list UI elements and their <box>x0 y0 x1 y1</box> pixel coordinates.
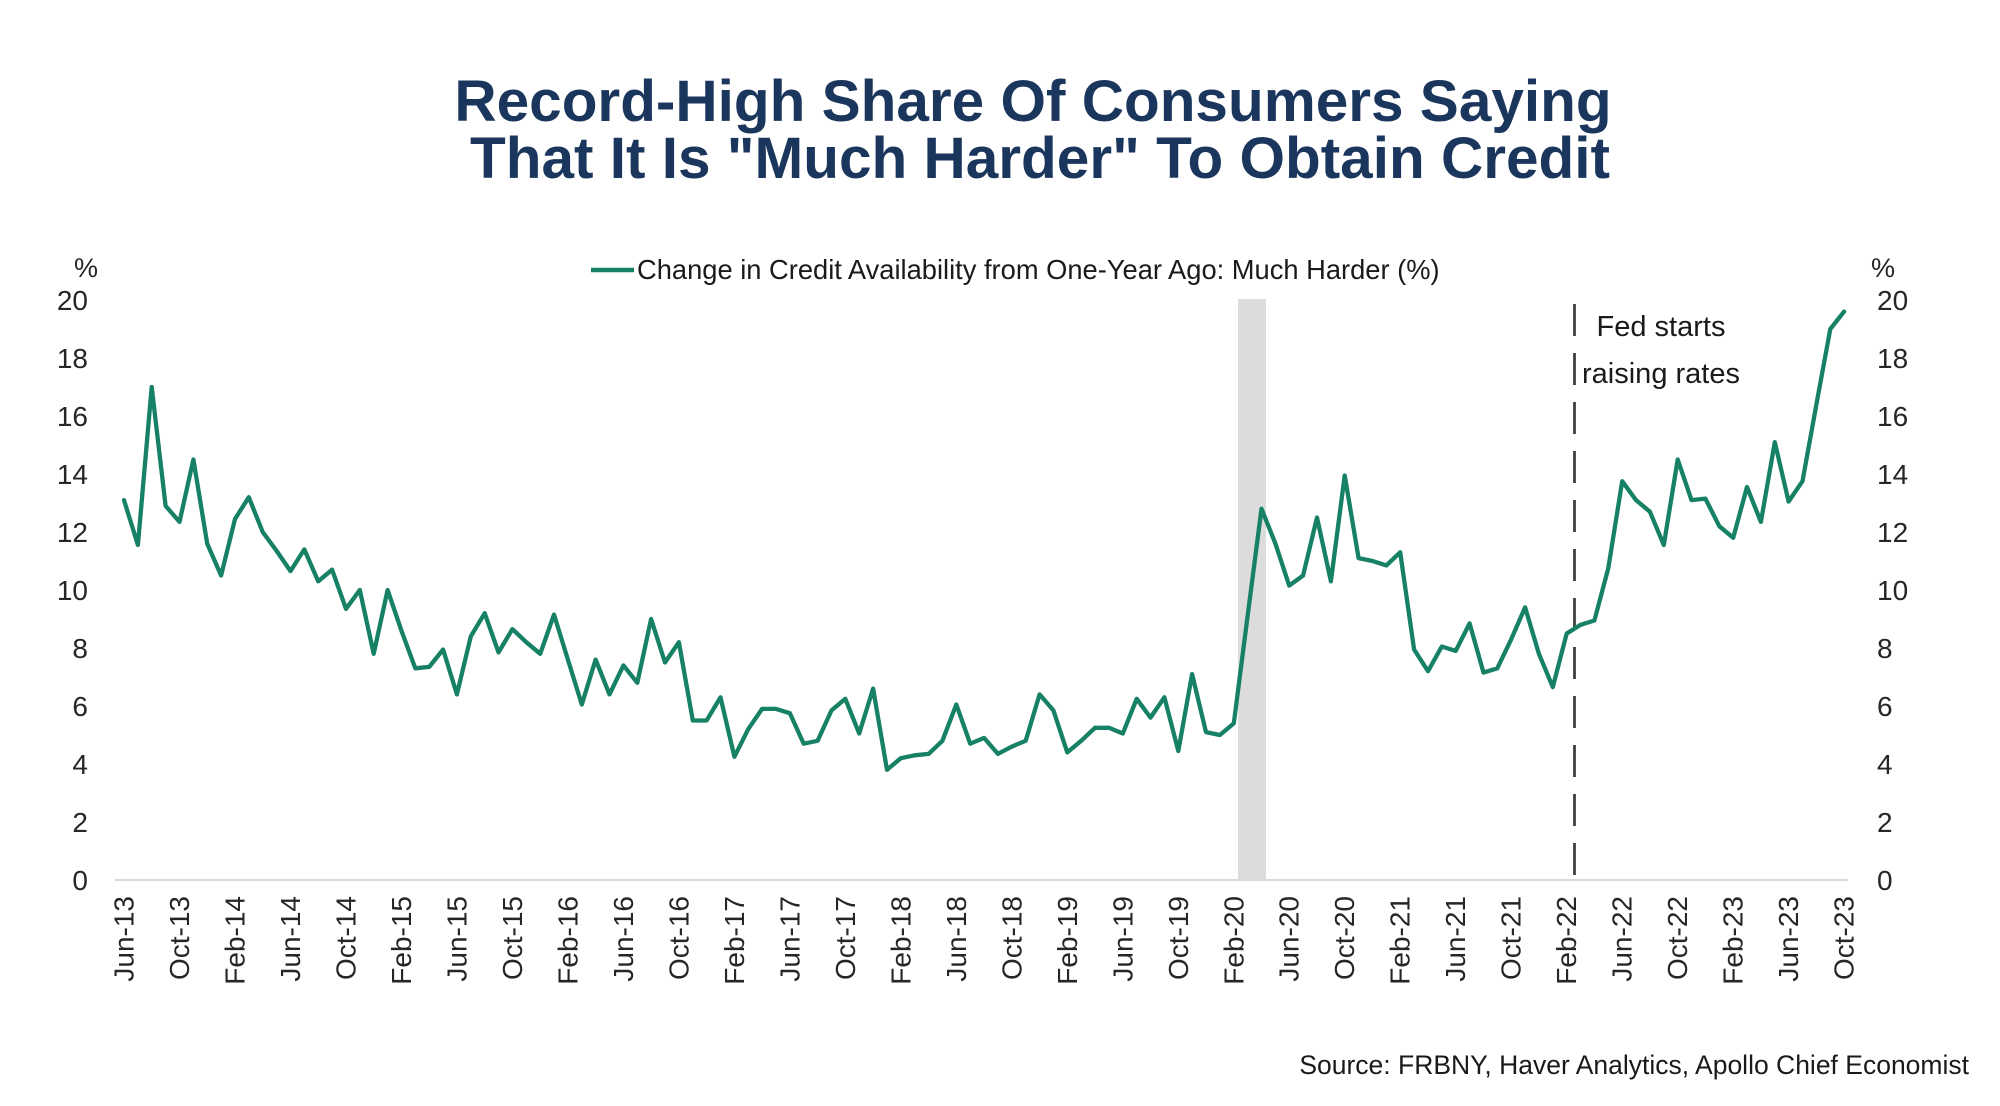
svg-text:Feb-15: Feb-15 <box>386 896 417 985</box>
svg-text:Change in Credit Availability: Change in Credit Availability from One-Y… <box>637 254 1440 285</box>
svg-text:12: 12 <box>57 517 88 548</box>
svg-text:20: 20 <box>1877 285 1908 316</box>
svg-text:10: 10 <box>57 575 88 606</box>
svg-text:Fed starts: Fed starts <box>1597 311 1726 343</box>
svg-text:2: 2 <box>1877 807 1893 838</box>
svg-text:Feb-23: Feb-23 <box>1718 896 1749 985</box>
svg-text:Oct-14: Oct-14 <box>331 896 362 980</box>
svg-text:14: 14 <box>1877 459 1908 490</box>
svg-text:Jun-14: Jun-14 <box>275 896 306 982</box>
svg-text:Feb-16: Feb-16 <box>552 896 583 985</box>
svg-text:Jun-22: Jun-22 <box>1607 896 1638 982</box>
svg-text:Jun-17: Jun-17 <box>774 896 805 982</box>
svg-text:Oct-22: Oct-22 <box>1662 896 1693 980</box>
svg-text:Jun-19: Jun-19 <box>1107 896 1138 982</box>
svg-text:Oct-15: Oct-15 <box>497 896 528 980</box>
svg-text:Feb-18: Feb-18 <box>885 896 916 985</box>
svg-text:Feb-14: Feb-14 <box>220 896 251 985</box>
svg-text:Jun-21: Jun-21 <box>1440 896 1471 982</box>
svg-text:2: 2 <box>72 807 88 838</box>
svg-text:Oct-16: Oct-16 <box>663 896 694 980</box>
svg-text:That It Is "Much Harder" To Ob: That It Is "Much Harder" To Obtain Credi… <box>470 126 1610 191</box>
svg-text:Oct-21: Oct-21 <box>1496 896 1527 980</box>
svg-text:Jun-13: Jun-13 <box>109 896 140 982</box>
svg-text:0: 0 <box>1877 865 1893 896</box>
svg-text:14: 14 <box>57 459 88 490</box>
svg-text:0: 0 <box>72 865 88 896</box>
svg-text:Jun-23: Jun-23 <box>1773 896 1804 982</box>
svg-text:Jun-16: Jun-16 <box>608 896 639 982</box>
svg-text:6: 6 <box>1877 691 1893 722</box>
svg-text:10: 10 <box>1877 575 1908 606</box>
svg-text:Feb-19: Feb-19 <box>1052 896 1083 985</box>
svg-text:Jun-18: Jun-18 <box>941 896 972 982</box>
svg-text:8: 8 <box>72 633 88 664</box>
svg-text:16: 16 <box>57 401 88 432</box>
svg-text:Oct-19: Oct-19 <box>1163 896 1194 980</box>
svg-text:Jun-15: Jun-15 <box>441 896 472 982</box>
svg-text:Oct-17: Oct-17 <box>830 896 861 980</box>
svg-text:Feb-17: Feb-17 <box>719 896 750 985</box>
svg-text:18: 18 <box>1877 343 1908 374</box>
svg-text:Feb-21: Feb-21 <box>1385 896 1416 985</box>
svg-text:raising rates: raising rates <box>1582 358 1740 390</box>
svg-text:Source: FRBNY, Haver Analytics: Source: FRBNY, Haver Analytics, Apollo C… <box>1299 1050 1969 1080</box>
svg-text:Oct-20: Oct-20 <box>1329 896 1360 980</box>
svg-text:20: 20 <box>57 285 88 316</box>
svg-text:Jun-20: Jun-20 <box>1274 896 1305 982</box>
svg-text:Oct-13: Oct-13 <box>164 896 195 980</box>
svg-text:12: 12 <box>1877 517 1908 548</box>
svg-text:Record-High Share Of Consumers: Record-High Share Of Consumers Saying <box>454 69 1611 134</box>
svg-text:%: % <box>1871 253 1895 283</box>
svg-text:18: 18 <box>57 343 88 374</box>
svg-text:16: 16 <box>1877 401 1908 432</box>
svg-text:4: 4 <box>72 749 88 780</box>
svg-text:Feb-22: Feb-22 <box>1551 896 1582 985</box>
svg-text:6: 6 <box>72 691 88 722</box>
svg-text:%: % <box>74 253 98 283</box>
svg-text:4: 4 <box>1877 749 1893 780</box>
svg-text:Feb-20: Feb-20 <box>1218 896 1249 985</box>
svg-text:8: 8 <box>1877 633 1893 664</box>
svg-text:Oct-23: Oct-23 <box>1829 896 1860 980</box>
svg-text:Oct-18: Oct-18 <box>996 896 1027 980</box>
